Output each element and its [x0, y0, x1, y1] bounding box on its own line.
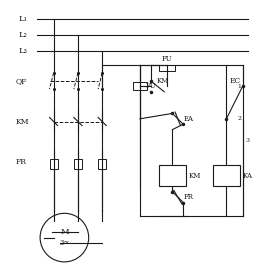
Text: 3~: 3~ — [59, 239, 69, 247]
Bar — [98, 159, 106, 169]
Text: 3: 3 — [245, 138, 249, 143]
Text: FU: FU — [145, 82, 156, 90]
Text: EC: EC — [229, 77, 240, 85]
Text: QF: QF — [16, 77, 27, 85]
Text: M: M — [60, 228, 69, 236]
Text: L₂: L₂ — [18, 31, 27, 39]
Text: 2: 2 — [237, 116, 241, 121]
Text: EA: EA — [183, 115, 193, 123]
Text: FU: FU — [162, 55, 172, 63]
Text: L₃: L₃ — [18, 47, 27, 55]
Bar — [133, 82, 147, 90]
Bar — [74, 159, 82, 169]
Text: KM: KM — [156, 77, 169, 85]
Bar — [159, 65, 175, 71]
Text: KA: KA — [242, 171, 253, 180]
Text: KM: KM — [189, 171, 201, 180]
Text: KM: KM — [16, 117, 29, 126]
Text: L₁: L₁ — [18, 15, 27, 23]
Bar — [50, 159, 58, 169]
Bar — [213, 165, 240, 186]
Bar — [159, 165, 186, 186]
Text: FR: FR — [183, 193, 193, 201]
Text: 1: 1 — [237, 84, 241, 89]
Text: FR: FR — [16, 158, 27, 166]
